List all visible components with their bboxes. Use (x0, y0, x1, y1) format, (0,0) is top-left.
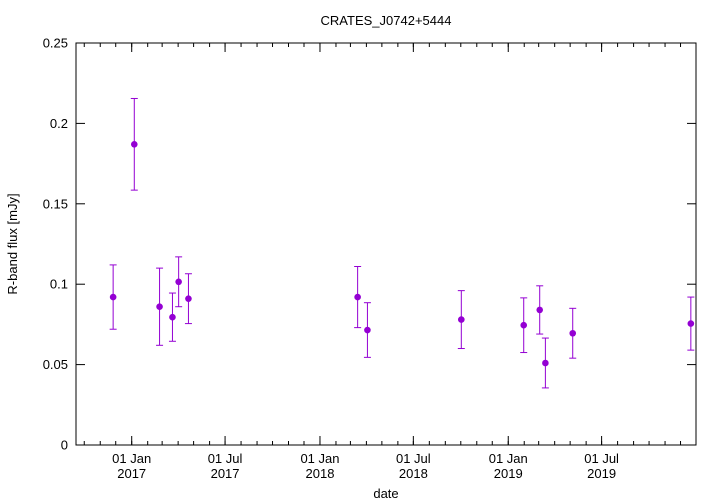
x-tick-label: 01 Jul (396, 451, 431, 466)
data-point (687, 320, 695, 327)
data-point (354, 293, 361, 301)
x-tick-label: 2017 (211, 466, 240, 481)
x-axis-label: date (373, 486, 398, 501)
y-tick-label: 0 (61, 438, 68, 453)
data-point (542, 359, 549, 367)
data-point (364, 326, 371, 334)
data-point (169, 313, 176, 321)
y-axis-label: R-band flux [mJy] (5, 193, 20, 294)
y-tick-label: 0.05 (43, 357, 68, 372)
data-points (109, 97, 695, 389)
x-tick-label: 2019 (587, 466, 616, 481)
y-tick-label: 0.15 (43, 196, 68, 211)
data-point (185, 295, 192, 302)
data-point (130, 141, 138, 148)
y-tick-label: 0.25 (43, 36, 68, 51)
x-tick-label: 2018 (399, 466, 428, 481)
x-tick-label: 2019 (494, 466, 523, 481)
data-point (536, 306, 544, 314)
data-point (156, 303, 163, 311)
data-point (569, 329, 577, 337)
y-ticks: 0 0.05 0.1 0.15 0.2 0.25 (43, 36, 696, 453)
y-tick-label: 0.1 (50, 277, 68, 292)
data-point (520, 321, 528, 329)
data-point (175, 278, 182, 286)
x-tick-label: 2018 (306, 466, 335, 481)
x-tick-label: 01 Jul (584, 451, 619, 466)
x-tick-label: 2017 (117, 466, 146, 481)
chart-title: CRATES_J0742+5444 (321, 13, 452, 28)
x-tick-label: 01 Jan (300, 451, 339, 466)
data-point (458, 316, 465, 323)
x-tick-label: 01 Jan (112, 451, 151, 466)
y-tick-label: 0.2 (50, 116, 68, 131)
data-point (109, 293, 117, 301)
plot-frame (75, 42, 697, 446)
x-tick-label: 01 Jul (208, 451, 243, 466)
x-tick-label: 01 Jan (489, 451, 528, 466)
